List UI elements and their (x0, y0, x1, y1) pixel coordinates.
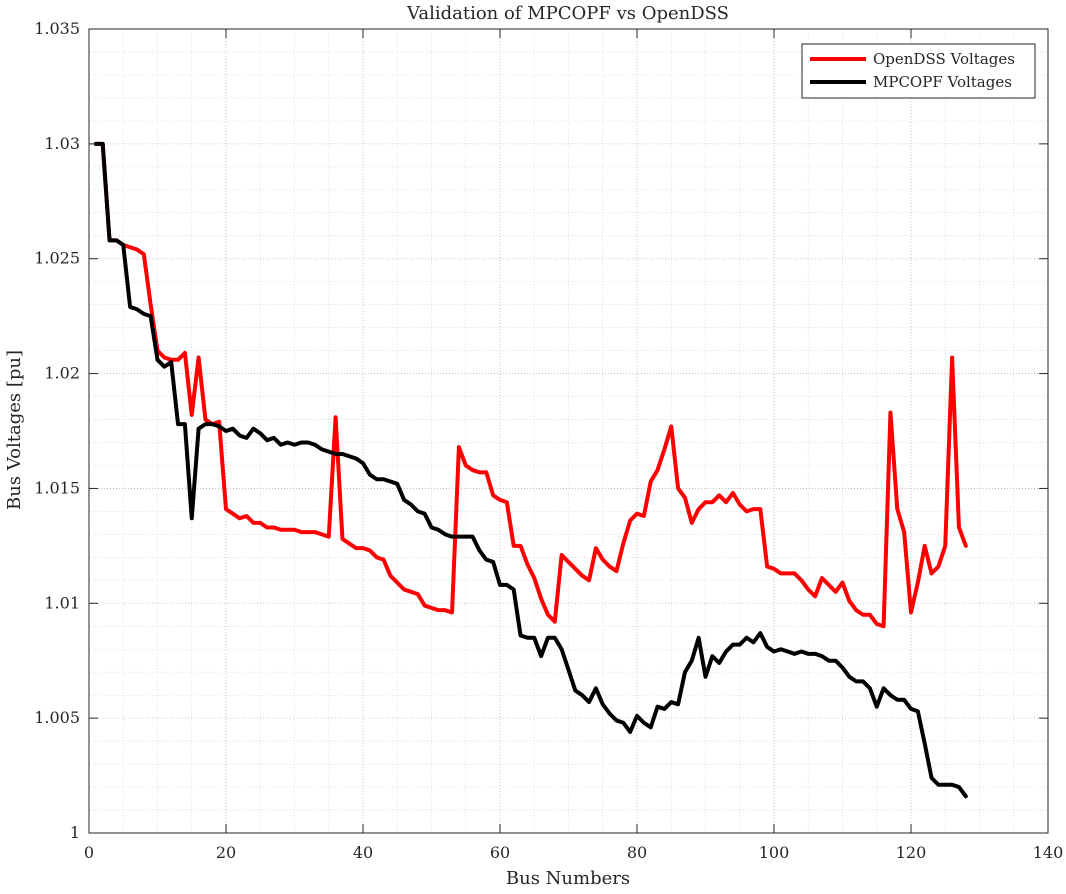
x-tick-label: 120 (896, 843, 927, 862)
x-tick-label: 20 (216, 843, 236, 862)
y-tick-label: 1.03 (44, 134, 80, 153)
y-tick-label: 1.02 (44, 364, 80, 383)
chart-title: Validation of MPCOPF vs OpenDSS (406, 3, 729, 24)
x-tick-label: 140 (1033, 843, 1064, 862)
x-tick-label: 100 (759, 843, 790, 862)
plot-area-frame (88, 28, 1049, 834)
x-tick-label: 40 (353, 843, 373, 862)
minor-grid (89, 29, 1048, 833)
y-tick-label: 1.01 (44, 593, 80, 612)
x-tick-label: 0 (84, 843, 94, 862)
opendss-voltage-line (93, 141, 968, 629)
legend: OpenDSS Voltages MPCOPF Voltages (801, 43, 1036, 99)
mpcopf-voltage-line (93, 141, 968, 799)
y-tick-label: 1 (70, 823, 80, 842)
y-tick-label: 1.025 (34, 249, 80, 268)
y-axis-tick-labels: 1 1.005 1.01 1.015 1.02 1.025 1.03 1.035 (34, 19, 80, 842)
legend-label-opendss: OpenDSS Voltages (873, 50, 1015, 68)
legend-label-mpcopf: MPCOPF Voltages (873, 73, 1012, 91)
x-tick-label: 60 (490, 843, 510, 862)
series-layer (93, 141, 968, 799)
y-axis-label: Bus Voltages [pu] (4, 350, 25, 510)
x-tick-label: 80 (627, 843, 647, 862)
y-tick-label: 1.035 (34, 19, 80, 38)
axis-ticks (88, 28, 1049, 834)
x-axis-tick-labels: 0 20 40 60 80 100 120 140 (84, 843, 1063, 862)
x-axis-label: Bus Numbers (506, 868, 630, 889)
y-tick-label: 1.015 (34, 478, 80, 497)
legend-box (801, 43, 1036, 99)
y-tick-label: 1.005 (34, 708, 80, 727)
